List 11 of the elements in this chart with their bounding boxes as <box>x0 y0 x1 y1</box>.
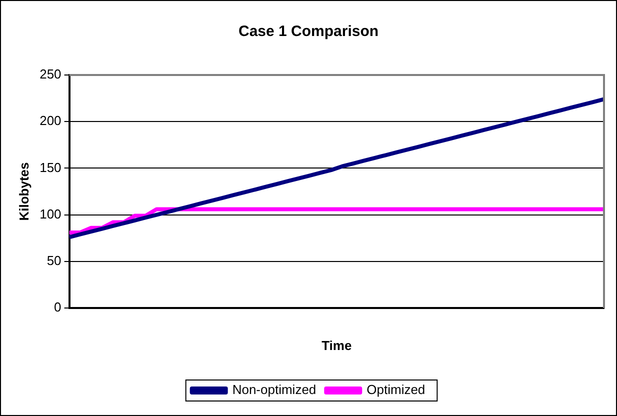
x-axis-title: Time <box>322 338 352 353</box>
y-axis-title: Kilobytes <box>16 162 32 221</box>
y-tick-label: 200 <box>40 113 62 128</box>
y-tick-label: 150 <box>40 160 62 175</box>
legend-label: Non-optimized <box>232 382 316 398</box>
y-tick-label: 250 <box>40 66 62 82</box>
y-tick-label: 100 <box>40 206 62 222</box>
legend-label: Optimized <box>366 382 426 398</box>
y-tick-label: 50 <box>46 252 62 268</box>
chart-title: Case 1 Comparison <box>238 23 379 40</box>
y-tick-label: 0 <box>54 300 62 315</box>
